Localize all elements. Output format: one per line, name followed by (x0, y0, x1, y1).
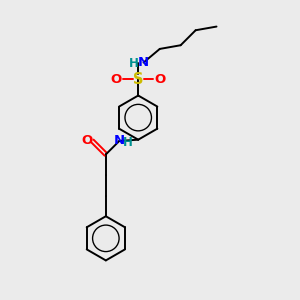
Text: O: O (81, 134, 93, 147)
Text: O: O (155, 73, 166, 86)
Text: N: N (114, 134, 125, 147)
Text: H: H (129, 57, 139, 70)
Text: S: S (133, 72, 143, 87)
Text: H: H (123, 136, 133, 149)
Text: N: N (138, 56, 149, 69)
Text: O: O (110, 73, 122, 86)
